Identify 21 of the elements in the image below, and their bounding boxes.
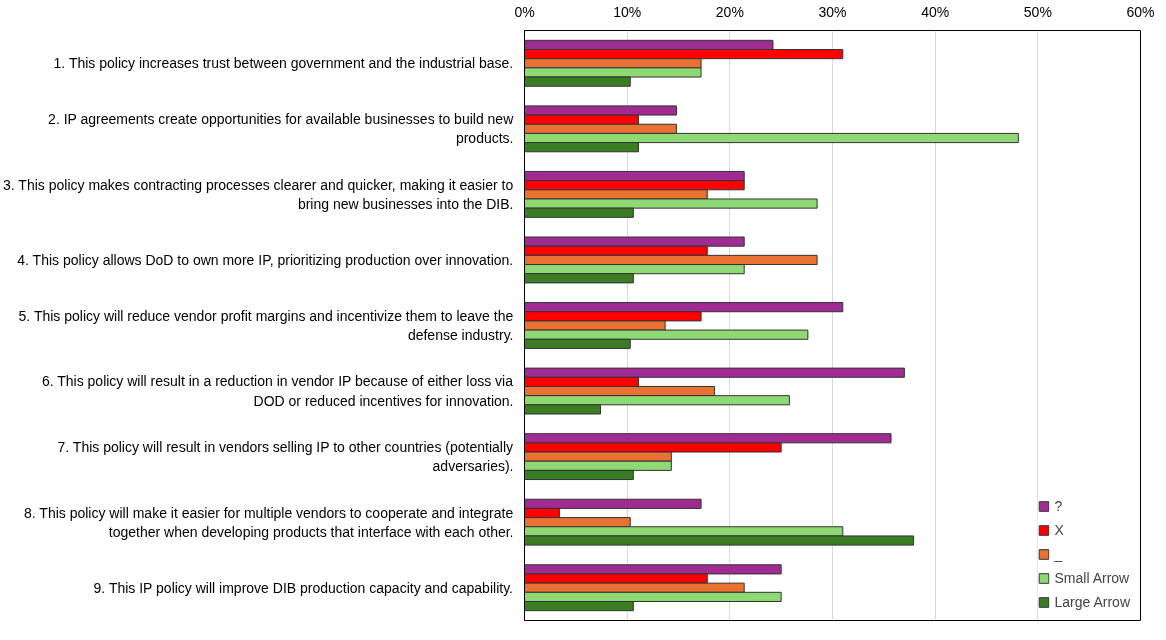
x-tick-label: 40% (921, 3, 950, 20)
y-tick-label: 6. This policy will result in a reduction in vendor IP because of either loss via DOD or reduced incentives for innovation. (41, 373, 514, 409)
y-tick-label: 7. This policy will result in vendors selling IP to other countries (potentially adversaries). (57, 439, 514, 475)
y-tick-label: 2. IP agreements create opportunities for available businesses to build new products. (48, 111, 515, 147)
legend-label: _ (1054, 546, 1064, 562)
y-tick-label: 3. This policy makes contracting processes clearer and quicker, making it easier to bring new businesses into the DIB. (3, 176, 514, 212)
x-tick-label: 10% (613, 3, 642, 20)
y-tick-label: 9. This IP policy will improve DIB production capacity and capability. (93, 579, 513, 596)
legend-label: Small Arrow (1054, 570, 1130, 586)
x-tick-label: 0% (514, 3, 535, 20)
legend-label: X (1054, 522, 1065, 538)
x-tick-label: 20% (715, 3, 744, 20)
y-tick-label: 8. This policy will make it easier for multiple vendors to cooperate and integrate together when developing products that interface with each other. (24, 504, 514, 540)
y-tick-label: 5. This policy will reduce vendor profit margins and incentivize them to leave the defense industry. (18, 307, 514, 344)
y-tick-label: 1. This policy increases trust between government and the industrial base. (53, 55, 514, 72)
x-tick-label: 30% (818, 3, 847, 20)
x-tick-label: 60% (1126, 3, 1155, 20)
x-tick-label: 50% (1023, 3, 1052, 20)
y-tick-label: 4. This policy allows DoD to own more IP, prioritizing production over innovation. (17, 251, 514, 268)
legend-label: Large Arrow (1054, 594, 1130, 610)
legend-label: ? (1054, 498, 1064, 514)
